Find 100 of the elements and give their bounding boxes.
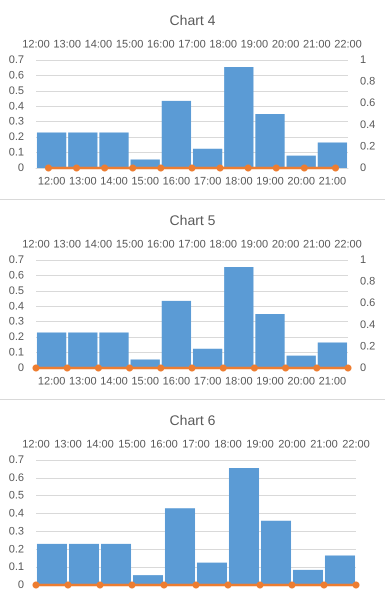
x-tick-label: 18:00: [225, 376, 253, 388]
y-tick-label: 0.5: [8, 284, 24, 297]
x-tick-label: 12:00: [38, 376, 66, 388]
x-tick-label: 16:00: [162, 176, 190, 188]
x2-tick-label: 15:00: [116, 38, 144, 50]
x2-tick-label: 20:00: [272, 38, 300, 50]
x2-tick-label: 16:00: [147, 238, 175, 250]
bar: [164, 508, 196, 585]
y-tick-label: 0.6: [8, 472, 24, 484]
y-tick-label: 0.2: [8, 131, 24, 144]
x2-tick-label: 21:00: [310, 438, 338, 450]
x-tick-label: 19:00: [256, 376, 284, 388]
x2-tick-label: 20:00: [278, 438, 306, 450]
y-tick-label: 0.5: [8, 84, 24, 97]
x-tick-label: 18:00: [225, 176, 253, 188]
x2-tick-label: 14:00: [84, 238, 112, 250]
y-tick-label: 0: [18, 362, 24, 374]
x2-tick-label: 12:00: [22, 238, 50, 250]
x2-tick-label: 16:00: [150, 438, 178, 450]
y2-tick-label: 0.6: [360, 297, 376, 310]
x-tick-label: 17:00: [194, 176, 222, 188]
x2-tick-label: 13:00: [54, 438, 82, 450]
y-tick-label: 0.3: [8, 316, 24, 328]
x2-tick-label: 12:00: [22, 438, 50, 450]
x2-tick-label: 21:00: [303, 238, 331, 250]
y2-tick-label: 0.4: [360, 118, 376, 131]
y-tick-label: 0.6: [8, 269, 24, 282]
y2-tick-label: 0: [360, 162, 366, 174]
x-tick-label: 19:00: [256, 176, 284, 188]
y-tick-label: 0.7: [8, 254, 24, 266]
x-tick-label: 21:00: [318, 176, 346, 188]
chart-title: Chart 6: [170, 412, 216, 428]
y2-tick-label: 1: [360, 254, 366, 266]
x2-tick-label: 13:00: [53, 238, 81, 250]
bar: [36, 544, 68, 585]
y2-tick-label: 0: [360, 362, 366, 374]
y-tick-label: 0.7: [8, 454, 24, 466]
x-tick-label: 20:00: [287, 376, 315, 388]
bar: [228, 468, 260, 585]
x-tick-label: 14:00: [100, 176, 128, 188]
y-tick-label: 0: [18, 579, 24, 591]
x2-tick-label: 16:00: [147, 38, 175, 50]
chart-title: Chart 5: [170, 212, 216, 228]
bar: [255, 114, 285, 168]
chart-title: Chart 4: [170, 12, 216, 28]
x-tick-label: 20:00: [287, 176, 315, 188]
x2-tick-label: 18:00: [209, 238, 237, 250]
x-tick-label: 14:00: [100, 376, 128, 388]
y2-tick-label: 0.4: [360, 318, 376, 331]
x2-tick-label: 22:00: [334, 238, 362, 250]
x2-tick-label: 18:00: [214, 438, 242, 450]
x2-tick-label: 14:00: [84, 38, 112, 50]
bar: [324, 556, 356, 585]
x2-tick-label: 20:00: [272, 238, 300, 250]
y-tick-label: 0.4: [8, 508, 24, 520]
y-tick-label: 0.1: [8, 146, 24, 159]
x-tick-label: 13:00: [69, 376, 97, 388]
y-tick-label: 0.2: [8, 543, 24, 556]
x2-tick-label: 15:00: [118, 438, 146, 450]
x2-tick-label: 22:00: [334, 38, 362, 50]
x2-tick-label: 19:00: [240, 38, 268, 50]
x-tick-label: 15:00: [131, 376, 159, 388]
x2-tick-label: 19:00: [240, 238, 268, 250]
y2-tick-label: 1: [360, 54, 366, 66]
x2-tick-label: 13:00: [53, 38, 81, 50]
bar: [68, 544, 100, 585]
y2-tick-label: 0.2: [360, 140, 376, 152]
bar: [292, 570, 324, 585]
y-tick-label: 0.5: [8, 490, 24, 502]
y-tick-label: 0.2: [8, 331, 24, 344]
x2-tick-label: 17:00: [178, 238, 206, 250]
x2-tick-label: 17:00: [182, 438, 210, 450]
y-tick-label: 0.4: [8, 100, 24, 112]
x-tick-label: 13:00: [69, 176, 97, 188]
y-tick-label: 0.3: [8, 525, 24, 538]
y-tick-label: 0.6: [8, 69, 24, 82]
y-tick-label: 0.7: [8, 54, 24, 66]
x2-tick-label: 22:00: [342, 438, 370, 450]
y-tick-label: 0.1: [8, 346, 24, 359]
bar: [99, 332, 129, 368]
x2-tick-label: 14:00: [86, 438, 114, 450]
y2-tick-label: 0.8: [360, 76, 376, 88]
bar: [196, 562, 228, 585]
y-tick-label: 0: [18, 162, 24, 174]
bar: [260, 520, 292, 585]
x2-tick-label: 19:00: [246, 438, 274, 450]
bar: [100, 544, 132, 585]
x2-tick-label: 12:00: [22, 38, 50, 50]
x-tick-label: 17:00: [194, 376, 222, 388]
x2-tick-label: 17:00: [178, 38, 206, 50]
x-tick-label: 16:00: [162, 376, 190, 388]
x-tick-label: 21:00: [318, 376, 346, 388]
y2-tick-label: 0.6: [360, 97, 376, 110]
bar: [255, 314, 285, 368]
bar: [99, 132, 129, 168]
y-tick-label: 0.4: [8, 300, 24, 312]
y-tick-label: 0.1: [8, 561, 24, 574]
y2-tick-label: 0.8: [360, 276, 376, 288]
x2-tick-label: 18:00: [209, 38, 237, 50]
x-tick-label: 12:00: [38, 176, 66, 188]
